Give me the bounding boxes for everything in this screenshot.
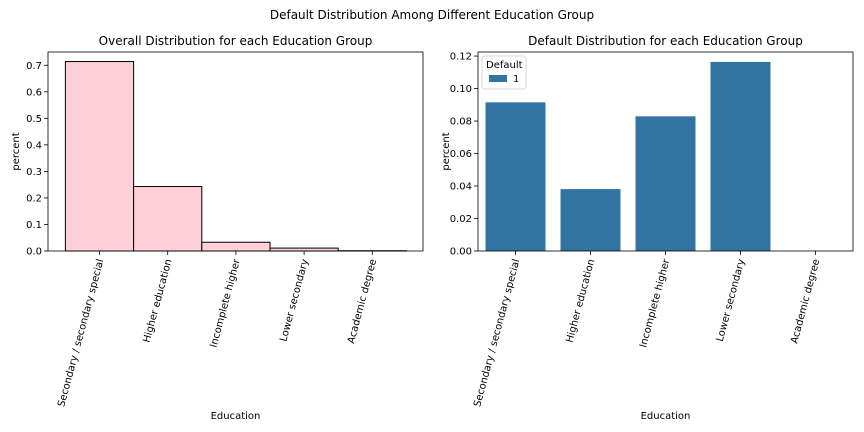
overall-ytick-label: 0.0 [26, 247, 42, 258]
default-xtick-label: Lower secondary [715, 258, 748, 343]
overall-distribution-chart: 0.0 0.1 0.2 0.3 0.4 0.5 0.6 0.7 Secondary / seco… [11, 34, 424, 422]
default-chart-title: Default Distribution for each Education … [528, 34, 803, 48]
figure-title: Default Distribution Among Different Edu… [270, 8, 594, 22]
default-ytick-label: 0.12 [450, 52, 472, 63]
overall-ytick-label: 0.6 [26, 87, 42, 98]
default-bar [635, 116, 696, 251]
default-xtick-label: Secondary / secondary special [472, 258, 522, 408]
default-yaxis-label: percent [441, 132, 452, 170]
default-distribution-chart: 0.00 0.02 0.04 0.06 0.08 0.10 0.12 Secondary / … [441, 34, 854, 422]
default-xtick-label: Higher education [565, 258, 598, 344]
default-ytick-label: 0.00 [450, 247, 472, 258]
overall-ytick-label: 0.7 [26, 61, 42, 72]
overall-bar [64, 61, 135, 252]
default-legend-swatch [489, 75, 507, 82]
default-ytick-label: 0.02 [450, 214, 472, 225]
overall-xtick-label: Higher education [142, 258, 175, 344]
overall-ytick-label: 0.1 [26, 220, 42, 231]
overall-bar [269, 247, 339, 252]
default-bar [485, 102, 546, 251]
overall-ytick-label: 0.2 [26, 193, 42, 204]
overall-ytick-label: 0.4 [26, 140, 42, 151]
default-xtick-label: Academic degree [789, 258, 822, 345]
overall-yaxis-label: percent [11, 132, 22, 170]
overall-xtick-label: Incomplete higher [209, 257, 243, 349]
default-ytick-label: 0.04 [450, 182, 472, 193]
overall-chart-title: Overall Distribution for each Education … [99, 34, 373, 48]
default-bar [710, 61, 771, 251]
overall-ytick-label: 0.3 [26, 167, 42, 178]
default-ytick-label: 0.06 [450, 149, 472, 160]
overall-xtick-label: Lower secondary [278, 258, 311, 343]
default-ytick-label: 0.10 [450, 84, 472, 95]
overall-xtick-label: Academic degree [346, 258, 379, 345]
overall-ytick-label: 0.5 [26, 114, 42, 125]
default-legend-label: 1 [513, 74, 519, 85]
default-legend-title: Default [486, 60, 523, 71]
overall-bar [133, 186, 203, 252]
overall-xaxis-label: Education [211, 411, 261, 422]
default-xaxis-label: Education [641, 411, 691, 422]
overall-bar [201, 241, 271, 252]
default-xtick-label: Incomplete higher [638, 257, 672, 349]
default-bar [560, 189, 621, 251]
overall-xtick-label: Secondary / secondary special [56, 258, 106, 408]
default-ytick-label: 0.08 [450, 117, 472, 128]
